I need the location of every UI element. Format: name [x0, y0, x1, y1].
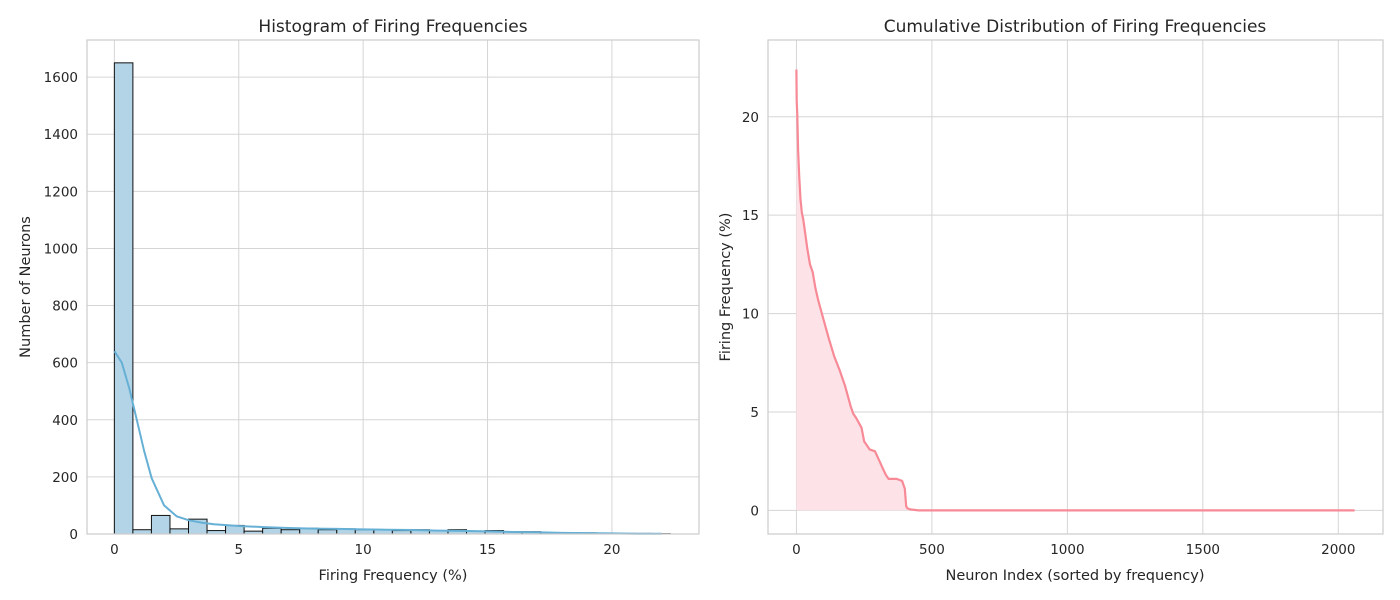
cumulative-frame [767, 39, 1384, 535]
histogram-bar [150, 514, 171, 535]
cumulative-x-ticks: 0 500 1000 1500 2000 [792, 542, 1355, 558]
histogram-title: Histogram of Firing Frequencies [258, 17, 527, 37]
histogram-bar [113, 62, 134, 535]
histogram-y-tick-label: 0 [69, 527, 78, 543]
cumulative-y-tick-label: 20 [742, 110, 759, 126]
cumulative-x-tick-label: 0 [792, 542, 801, 558]
cumulative-panel: 0 500 1000 1500 2000 0 5 10 15 20 Cumulative Dis… [718, 17, 1384, 584]
cumulative-x-label: Neuron Index (sorted by frequency) [945, 568, 1204, 584]
histogram-x-tick-label: 15 [479, 542, 496, 558]
histogram-x-tick-label: 20 [603, 542, 620, 558]
histogram-y-label: Number of Neurons [18, 216, 34, 358]
kde-curve [113, 350, 662, 535]
histogram-panel: 0 5 10 15 20 0 200 400 600 800 1000 1200 1400 1600 H… [18, 17, 700, 584]
histogram-y-tick-label: 800 [52, 299, 78, 315]
histogram-y-tick-label: 1000 [44, 241, 78, 257]
histogram-x-tick-label: 0 [110, 542, 119, 558]
cumulative-y-tick-label: 5 [750, 405, 759, 421]
histogram-plot-area [87, 40, 699, 534]
cumulative-y-tick-label: 10 [742, 307, 759, 323]
cumulative-y-tick-label: 0 [750, 503, 759, 519]
histogram-y-tick-label: 600 [52, 356, 78, 372]
histogram-y-tick-label: 200 [52, 470, 78, 486]
histogram-x-ticks: 0 5 10 15 20 [110, 542, 620, 558]
cumulative-y-ticks: 0 5 10 15 20 [742, 110, 759, 520]
histogram-y-tick-label: 1600 [44, 70, 78, 86]
histogram-kde [113, 350, 662, 535]
cumulative-line [795, 69, 1355, 512]
cumulative-y-tick-label: 15 [742, 208, 759, 224]
histogram-bar [280, 529, 301, 535]
histogram-bar [169, 528, 190, 535]
cumulative-area [795, 69, 1355, 512]
cumulative-x-tick-label: 1500 [1186, 542, 1220, 558]
histogram-bars [113, 62, 671, 535]
cumulative-y-label: Firing Frequency (%) [718, 213, 734, 362]
cumulative-x-tick-label: 1000 [1050, 542, 1084, 558]
histogram-x-tick-label: 10 [355, 542, 372, 558]
cumulative-title: Cumulative Distribution of Firing Freque… [884, 17, 1267, 37]
histogram-y-ticks: 0 200 400 600 800 1000 1200 1400 1600 [44, 70, 78, 543]
histogram-frame [86, 39, 700, 535]
histogram-x-label: Firing Frequency (%) [319, 568, 468, 584]
cumulative-fill [796, 69, 1355, 511]
cumulative-x-tick-label: 500 [919, 542, 945, 558]
histogram-bar [317, 529, 338, 535]
histogram-y-tick-label: 1400 [44, 127, 78, 143]
histogram-bar [262, 527, 282, 535]
cumulative-x-tick-label: 2000 [1321, 542, 1355, 558]
histogram-y-tick-label: 400 [52, 413, 78, 429]
histogram-x-tick-label: 5 [234, 542, 243, 558]
histogram-bar [132, 529, 152, 535]
histogram-y-tick-label: 1200 [44, 184, 78, 200]
